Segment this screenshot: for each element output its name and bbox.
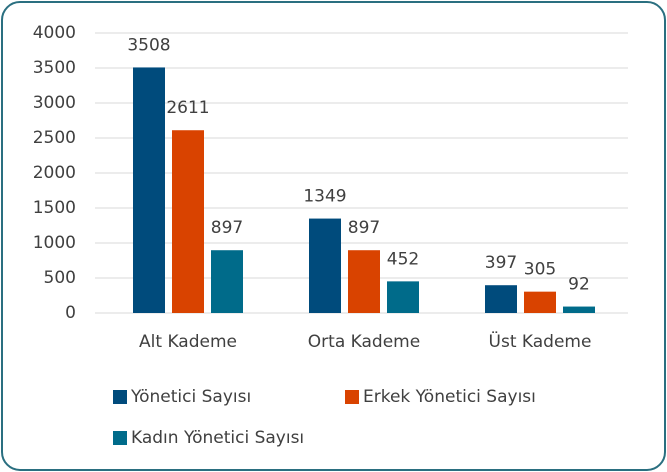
bar	[211, 250, 243, 313]
data-label: 1349	[303, 187, 346, 207]
y-tick-label: 3000	[33, 93, 76, 113]
x-tick-label: Üst Kademe	[489, 330, 592, 352]
data-label: 92	[568, 275, 590, 295]
y-tick-label: 1500	[33, 198, 76, 218]
y-tick-label: 2500	[33, 128, 76, 148]
bar	[485, 285, 517, 313]
data-label: 305	[524, 260, 556, 280]
y-tick-label: 2000	[33, 163, 76, 183]
bar	[348, 250, 380, 313]
x-tick-label: Orta Kademe	[308, 332, 420, 352]
legend-swatch	[113, 390, 127, 404]
bar	[387, 281, 419, 313]
bar	[172, 130, 204, 313]
data-label: 452	[387, 249, 419, 269]
y-tick-label: 0	[65, 303, 76, 323]
bar	[563, 306, 595, 313]
bar	[309, 218, 341, 313]
bar	[524, 291, 556, 313]
data-label: 2611	[166, 98, 209, 118]
legend-swatch	[113, 431, 127, 445]
y-tick-label: 500	[44, 268, 76, 288]
y-tick-label: 4000	[33, 23, 76, 43]
data-label: 897	[211, 218, 243, 238]
y-tick-label: 3500	[33, 58, 76, 78]
data-label: 3508	[127, 35, 170, 55]
y-tick-label: 1000	[33, 233, 76, 253]
legend-label: Erkek Yönetici Sayısı	[363, 387, 536, 407]
legend-swatch	[345, 390, 359, 404]
x-tick-label: Alt Kademe	[139, 332, 237, 352]
legend-label: Yönetici Sayısı	[130, 387, 251, 407]
legend-label: Kadın Yönetici Sayısı	[131, 428, 304, 448]
bar	[133, 67, 165, 313]
data-label: 897	[348, 218, 380, 238]
data-label: 397	[485, 253, 517, 273]
